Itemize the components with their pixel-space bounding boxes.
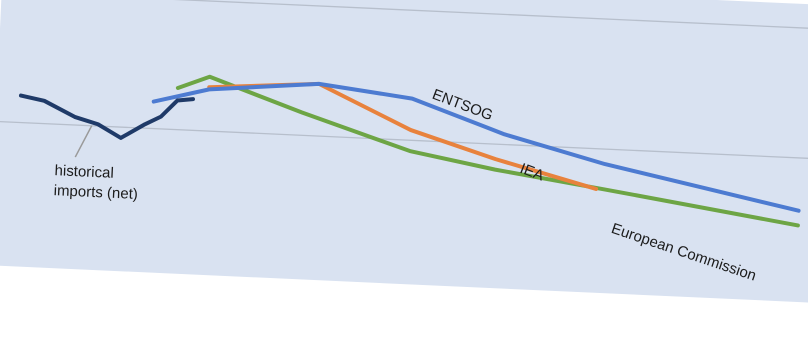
series-line-historical-imports-net <box>18 93 195 140</box>
gridline-upper <box>1 0 808 30</box>
chart-panel: historical imports (net) ENTSOG IEA Euro… <box>0 0 808 303</box>
series-line-european-commission <box>175 74 800 228</box>
series-line-entsog <box>151 81 801 213</box>
series-layer <box>18 74 801 228</box>
plot-background <box>0 0 808 303</box>
historical-annotation-leader <box>74 125 93 158</box>
historical-annotation-line1: historical <box>54 162 114 182</box>
gridline-middle <box>0 120 808 160</box>
historical-annotation-line2: imports (net) <box>53 182 138 203</box>
